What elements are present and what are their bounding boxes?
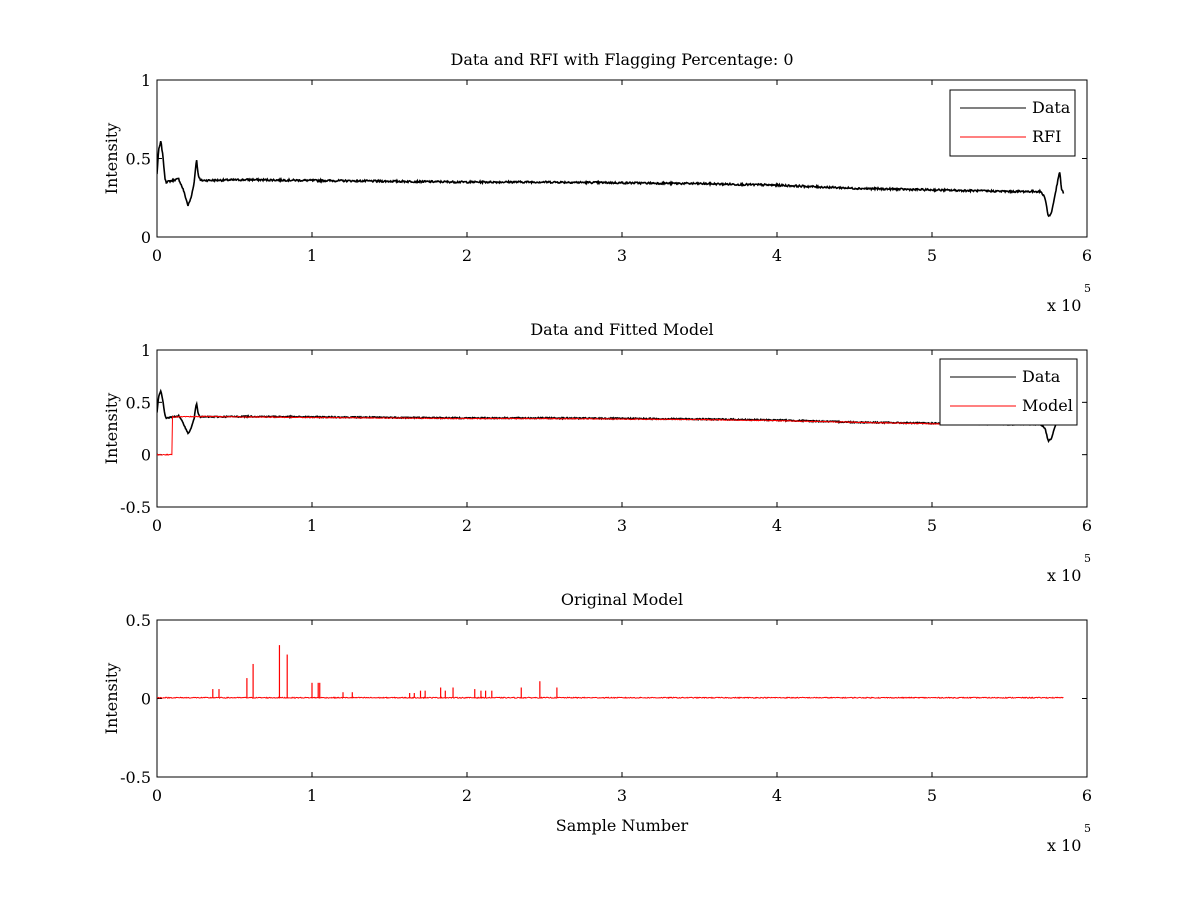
x-tick-label: 3 bbox=[617, 246, 627, 265]
legend: Data Model bbox=[939, 358, 1078, 426]
legend-label: Model bbox=[1022, 396, 1073, 415]
x-exponent-power: 5 bbox=[1084, 282, 1091, 295]
y-tick-label: 0.5 bbox=[126, 611, 151, 630]
x-tick-label: 2 bbox=[462, 246, 472, 265]
series-line-model bbox=[157, 696, 1064, 700]
legend-label: Data bbox=[1022, 367, 1061, 386]
x-tick-label: 1 bbox=[307, 516, 317, 535]
plot-area bbox=[157, 140, 1065, 218]
x-axis-label: Sample Number bbox=[556, 816, 689, 835]
y-axis-label: Intensity bbox=[102, 123, 121, 195]
x-tick-label: 5 bbox=[927, 516, 937, 535]
subplot-title: Data and RFI with Flagging Percentage: 0 bbox=[450, 50, 793, 69]
x-exponent-power: 5 bbox=[1084, 552, 1091, 565]
y-axis-label: Intensity bbox=[102, 393, 121, 465]
y-axis-label: Intensity bbox=[102, 663, 121, 735]
y-tick-label: 1 bbox=[141, 71, 151, 90]
x-exponent-base: x 10 bbox=[1047, 566, 1081, 585]
y-tick-label: -0.5 bbox=[120, 498, 151, 517]
legend-box bbox=[949, 89, 1076, 157]
x-tick-label: 5 bbox=[927, 246, 937, 265]
y-tick-label: 0.5 bbox=[126, 393, 151, 412]
y-tick-label: 0 bbox=[141, 690, 151, 709]
x-tick-label: 0 bbox=[152, 516, 162, 535]
legend-label: RFI bbox=[1032, 127, 1061, 146]
x-tick-label: 1 bbox=[307, 246, 317, 265]
x-tick-label: 2 bbox=[462, 786, 472, 805]
x-tick-label: 3 bbox=[617, 786, 627, 805]
plot-area bbox=[157, 645, 1064, 700]
x-tick-label: 3 bbox=[617, 516, 627, 535]
x-tick-label: 6 bbox=[1082, 516, 1092, 535]
x-tick-label: 4 bbox=[772, 786, 782, 805]
x-tick-label: 4 bbox=[772, 246, 782, 265]
series-line-model bbox=[157, 415, 971, 456]
y-tick-label: -0.5 bbox=[120, 768, 151, 787]
y-tick-label: 0 bbox=[141, 446, 151, 465]
subplot-1: 0 1 2 3 4 5 6 0 0.5 1 Data and RFI with Flagging P… bbox=[102, 50, 1092, 315]
legend: Data RFI bbox=[949, 89, 1076, 157]
x-exponent-base: x 10 bbox=[1047, 296, 1081, 315]
x-tick-label: 1 bbox=[307, 786, 317, 805]
legend-box bbox=[939, 358, 1078, 426]
x-tick-label: 6 bbox=[1082, 786, 1092, 805]
legend-label: Data bbox=[1032, 98, 1071, 117]
series-line-data bbox=[157, 140, 1065, 218]
subplot-title: Original Model bbox=[561, 590, 683, 609]
x-tick-label: 0 bbox=[152, 246, 162, 265]
y-tick-label: 0.5 bbox=[126, 150, 151, 169]
x-tick-label: 2 bbox=[462, 516, 472, 535]
y-tick-label: 0 bbox=[141, 228, 151, 247]
plot-area bbox=[157, 388, 1064, 456]
subplot-title: Data and Fitted Model bbox=[530, 320, 713, 339]
x-exponent-power: 5 bbox=[1084, 822, 1091, 835]
x-tick-label: 5 bbox=[927, 786, 937, 805]
x-tick-label: 6 bbox=[1082, 246, 1092, 265]
x-tick-label: 4 bbox=[772, 516, 782, 535]
x-tick-label: 0 bbox=[152, 786, 162, 805]
y-tick-label: 1 bbox=[141, 341, 151, 360]
x-exponent-base: x 10 bbox=[1047, 836, 1081, 855]
